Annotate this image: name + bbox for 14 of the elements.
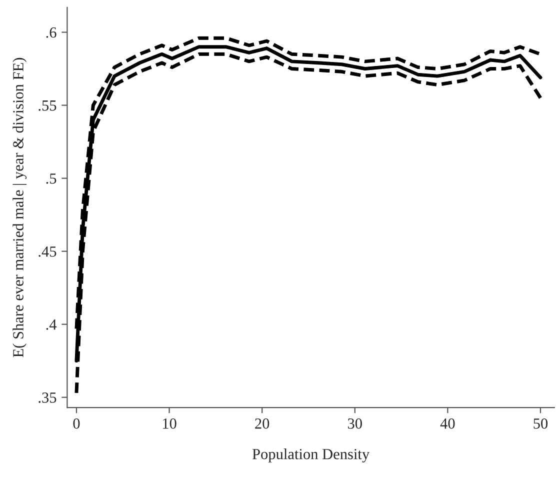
y-tick-label: .35 — [38, 392, 56, 403]
y-tick-label: .6 — [46, 27, 56, 38]
y-tick-label: .4 — [46, 320, 57, 330]
x-tick-label: 10 — [162, 418, 176, 429]
y-axis-title: E( Share ever married male | year & division FE) — [12, 58, 27, 358]
y-tick-label: .5 — [46, 174, 56, 184]
x-tick-label: 30 — [348, 418, 362, 429]
x-axis-title: Population Density — [252, 448, 370, 462]
x-tick-label: 40 — [440, 418, 455, 429]
x-tick-label: 0 — [73, 418, 80, 429]
x-tick-label: 20 — [255, 418, 270, 429]
y-tick-label: .45 — [38, 246, 56, 257]
y-tick-label: .55 — [38, 100, 56, 111]
x-tick-label: 50 — [534, 418, 548, 429]
